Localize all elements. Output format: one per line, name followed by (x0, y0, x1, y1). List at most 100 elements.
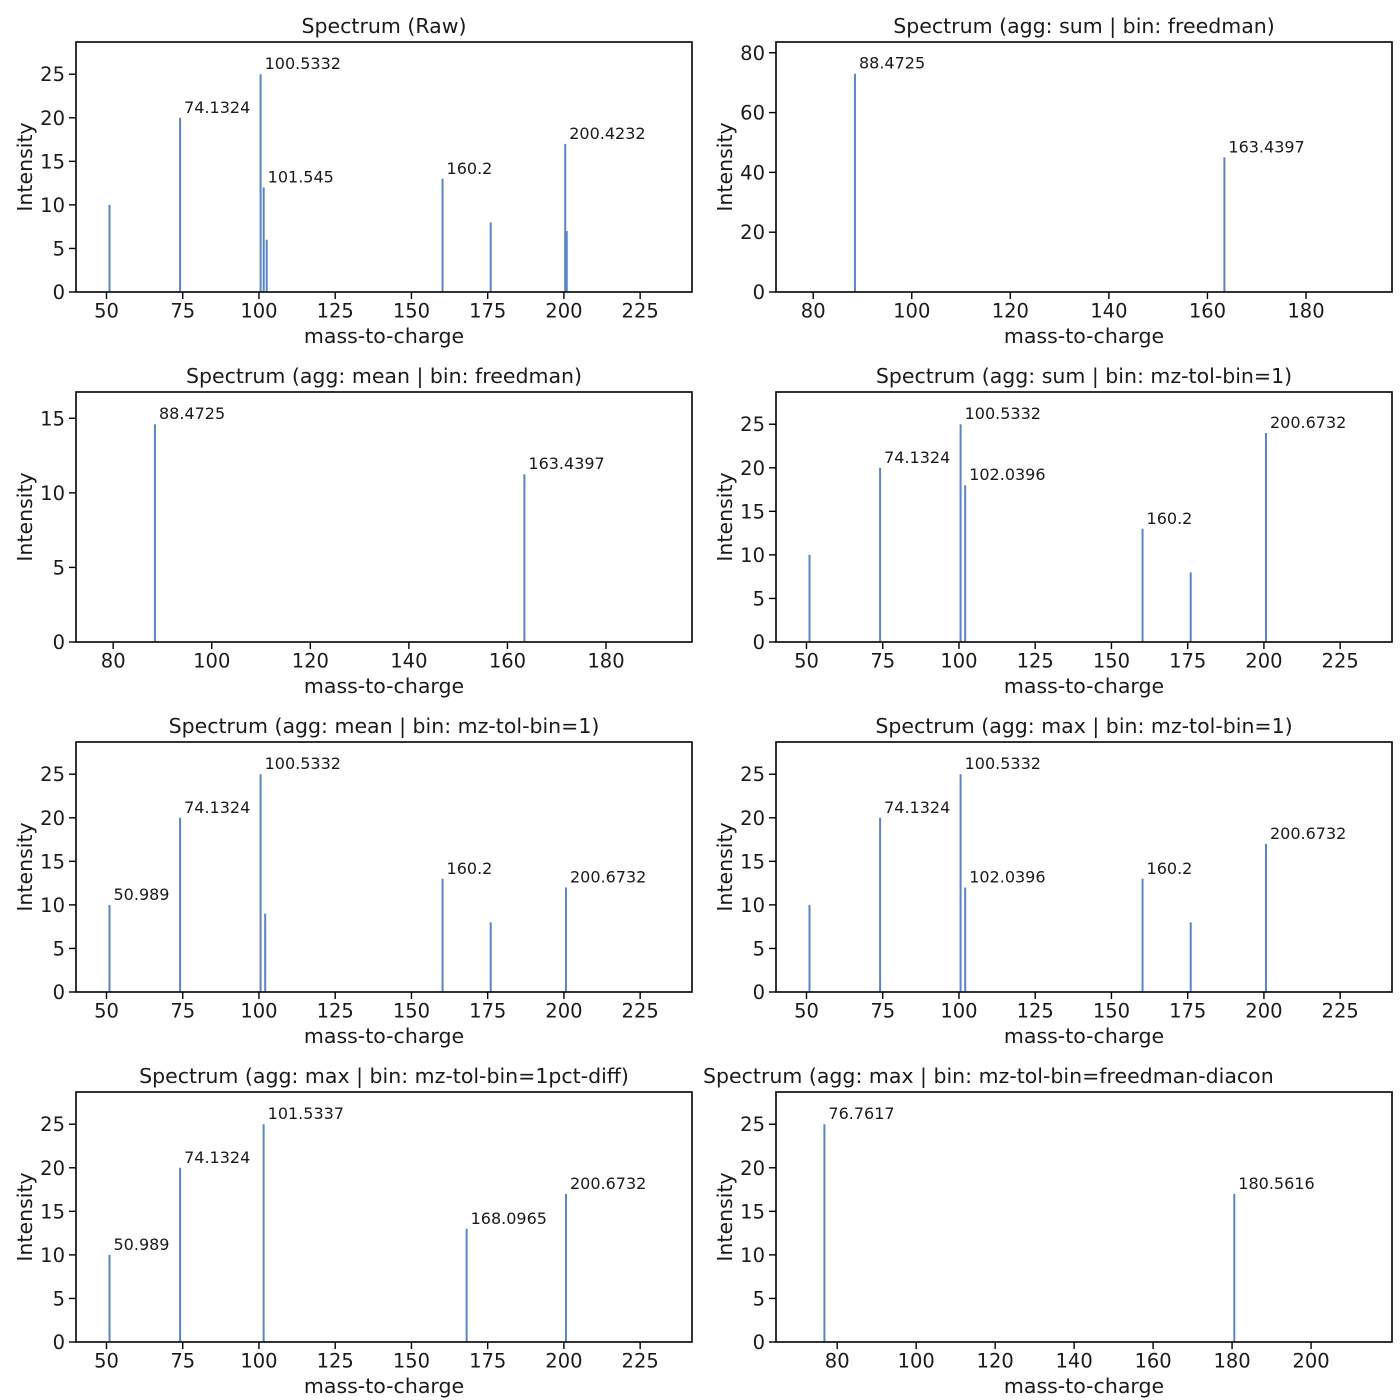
peak-annotation: 200.6732 (1270, 824, 1346, 843)
x-tick-label: 150 (1093, 650, 1130, 673)
subplot-spectrum-agg-sum-bin-freedman: 80 100 120 140 160 180 0 20 40 60 80 88.4725 163.439… (700, 0, 1400, 350)
y-axis-label: Intensity (713, 822, 737, 911)
axes-frame (75, 1091, 693, 1343)
y-tick-label: 25 (40, 763, 65, 786)
y-tick-label: 0 (753, 631, 765, 654)
x-tick-label: 50 (794, 1000, 819, 1023)
y-tick-label: 25 (40, 63, 65, 86)
y-tick-label: 0 (53, 281, 65, 304)
x-tick-label: 100 (940, 1000, 977, 1023)
peak-annotation: 74.1324 (884, 798, 950, 817)
x-tick-label: 125 (1017, 650, 1054, 673)
peak-annotation: 180.5616 (1238, 1174, 1314, 1193)
x-tick-label: 75 (170, 1000, 195, 1023)
y-tick-label: 5 (53, 237, 65, 260)
y-tick-label: 25 (40, 1113, 65, 1136)
peak-annotation: 200.6732 (570, 1174, 646, 1193)
y-tick-label: 15 (40, 850, 65, 873)
x-tick-label: 180 (587, 650, 624, 673)
subplot-spectrum-agg-max-bin-mz-tol-bin-freedman-diaconis: 80 100 120 140 160 180 200 0 5 10 15 20 25 76.7617 180… (700, 1050, 1400, 1400)
peak-annotation: 74.1324 (884, 448, 950, 467)
chart-title: Spectrum (agg: sum | bin: freedman) (893, 14, 1275, 39)
x-tick-label: 50 (94, 1000, 119, 1023)
y-tick-label: 15 (740, 500, 765, 523)
chart-title: Spectrum (agg: sum | bin: mz-tol-bin=1) (876, 364, 1292, 389)
peak-annotation: 50.989 (114, 885, 170, 904)
x-axis-label: mass-to-charge (1004, 1374, 1164, 1398)
x-tick-label: 100 (940, 650, 977, 673)
subplot-spectrum-agg-mean-bin-freedman: 80 100 120 140 160 180 0 5 10 15 88.4725 163.4397 Sp… (0, 350, 700, 700)
x-axis-label: mass-to-charge (1004, 674, 1164, 698)
x-tick-label: 120 (992, 300, 1029, 323)
y-tick-label: 0 (753, 1331, 765, 1354)
y-tick-label: 20 (740, 221, 765, 244)
axes-frame (775, 741, 1393, 993)
x-tick-label: 160 (489, 650, 526, 673)
y-tick-label: 0 (53, 981, 65, 1004)
y-tick-label: 60 (740, 102, 765, 125)
y-tick-label: 5 (753, 587, 765, 610)
y-tick-label: 20 (40, 107, 65, 130)
x-axis-label: mass-to-charge (304, 1024, 464, 1048)
subplot-spectrum-agg-max-bin-mz-tol-bin-1pct-diff: 50 75 100 125 150 175 200 225 0 5 10 15 20 25 50.989 74… (0, 1050, 700, 1400)
y-tick-label: 5 (53, 1287, 65, 1310)
peak-annotation: 100.5332 (265, 754, 341, 773)
x-tick-label: 140 (1056, 1350, 1093, 1373)
peak-annotation: 160.2 (1147, 509, 1193, 528)
x-tick-label: 175 (469, 1000, 506, 1023)
y-tick-label: 10 (740, 894, 765, 917)
y-tick-label: 0 (753, 281, 765, 304)
peak-annotation: 160.2 (447, 159, 493, 178)
subplot-spectrum-agg-sum-bin-mz-tol-bin-1: 50 75 100 125 150 175 200 225 0 5 10 15 20 25 74.1324 1… (700, 350, 1400, 700)
y-tick-label: 0 (53, 1331, 65, 1354)
x-tick-label: 80 (825, 1350, 850, 1373)
y-tick-label: 20 (740, 457, 765, 480)
axes-frame (75, 391, 693, 643)
y-tick-label: 25 (740, 413, 765, 436)
y-tick-label: 15 (740, 1200, 765, 1223)
axes-frame (75, 41, 693, 293)
chart-title: Spectrum (agg: mean | bin: freedman) (186, 364, 582, 389)
peak-annotation: 74.1324 (184, 98, 250, 117)
y-tick-label: 15 (40, 407, 65, 430)
peak-annotation: 76.7617 (828, 1104, 894, 1123)
y-axis-label: Intensity (13, 122, 37, 211)
peak-annotation: 50.989 (114, 1235, 170, 1254)
y-tick-label: 15 (40, 1200, 65, 1223)
y-tick-label: 20 (40, 807, 65, 830)
x-tick-label: 180 (1213, 1350, 1250, 1373)
y-tick-label: 80 (740, 42, 765, 65)
y-tick-label: 0 (53, 631, 65, 654)
subplot-spectrum-raw: 50 75 100 125 150 175 200 225 0 5 10 15 20 25 74.1324 1… (0, 0, 700, 350)
x-tick-label: 225 (622, 300, 659, 323)
y-tick-label: 25 (740, 1113, 765, 1136)
x-tick-label: 175 (1169, 650, 1206, 673)
x-tick-label: 75 (170, 300, 195, 323)
x-tick-label: 225 (622, 1350, 659, 1373)
peak-annotation: 163.4397 (528, 454, 604, 473)
x-tick-label: 150 (393, 1350, 430, 1373)
x-tick-label: 80 (801, 300, 826, 323)
x-tick-label: 200 (1245, 650, 1282, 673)
x-tick-label: 80 (101, 650, 126, 673)
peak-annotation: 88.4725 (159, 404, 225, 423)
peak-annotation: 102.0396 (969, 867, 1045, 886)
peak-annotation: 200.4232 (569, 124, 645, 143)
axes-frame (75, 741, 693, 993)
peak-annotation: 74.1324 (184, 798, 250, 817)
x-tick-label: 175 (469, 300, 506, 323)
y-tick-label: 20 (740, 807, 765, 830)
subplot-spectrum-agg-mean-bin-mz-tol-bin-1: 50 75 100 125 150 175 200 225 0 5 10 15 20 25 50.989 74… (0, 700, 700, 1050)
x-tick-label: 75 (870, 1000, 895, 1023)
peak-annotation: 101.545 (268, 167, 334, 186)
y-tick-label: 5 (53, 937, 65, 960)
x-tick-label: 125 (317, 1350, 354, 1373)
axes-frame (775, 41, 1393, 293)
x-tick-label: 200 (545, 1000, 582, 1023)
x-tick-label: 50 (94, 300, 119, 323)
x-tick-label: 225 (1322, 1000, 1359, 1023)
x-tick-label: 200 (1245, 1000, 1282, 1023)
subplot-spectrum-agg-max-bin-mz-tol-bin-1: 50 75 100 125 150 175 200 225 0 5 10 15 20 25 74.1324 1… (700, 700, 1400, 1050)
y-axis-label: Intensity (13, 1172, 37, 1261)
